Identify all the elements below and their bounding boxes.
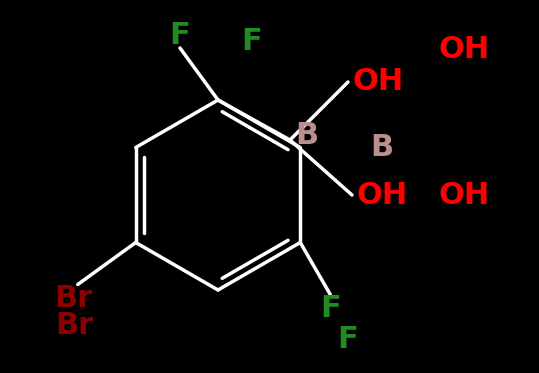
Text: F: F: [320, 294, 341, 323]
Text: Br: Br: [55, 311, 93, 341]
Text: F: F: [241, 28, 262, 56]
Text: F: F: [170, 22, 190, 50]
Text: OH: OH: [438, 181, 489, 210]
Text: B: B: [295, 120, 318, 150]
Text: OH: OH: [352, 68, 403, 97]
Text: OH: OH: [356, 181, 407, 210]
Text: Br: Br: [54, 284, 93, 313]
Text: F: F: [337, 326, 358, 354]
Text: B: B: [370, 134, 393, 163]
Text: OH: OH: [438, 35, 489, 65]
